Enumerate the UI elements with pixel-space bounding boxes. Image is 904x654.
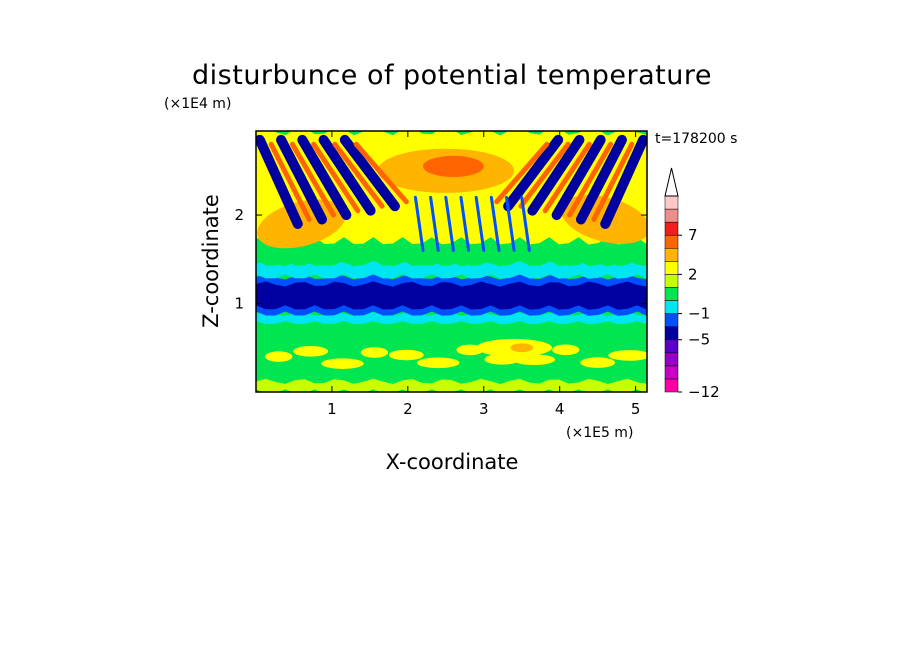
field-wave-right-warm [542,141,592,214]
field-wave-right-warm [591,141,635,222]
colorbar-tick-label: 7 [688,226,698,244]
y-axis: 12 [234,206,647,313]
field-band-surface [256,378,647,392]
field-wave-left-warm [311,141,361,214]
field-band-cyan-upper [256,261,647,279]
field-wave-center [413,195,425,252]
field-band-cyan-lower [256,312,647,325]
x-unit-label: (×1E5 m) [566,425,633,441]
time-label: t=178200 s [655,131,737,147]
field-wave-center [444,195,455,252]
colorbar-swatch [664,234,679,249]
colorbar-swatch [664,339,679,354]
x-axis-label: X-coordinate [386,450,519,474]
colorbar-swatch [664,208,679,223]
field-patch-low [512,354,556,365]
field-wave-left-warm [332,141,385,209]
field-patch-low [321,358,364,369]
colorbar-swatch [664,300,679,314]
y-tick-label: 2 [234,206,244,224]
colorbar-extend-arrow [664,167,679,197]
field-wave-center [489,195,501,252]
field-band-green-mid [256,321,647,339]
y-axis-label: Z-coordinate [199,194,223,328]
colorbar-tick-label: −5 [688,331,710,349]
colorbar-tick-label: 2 [688,265,698,283]
colorbar-swatch [664,221,679,236]
field-wave-right [600,134,647,229]
field-wave-left [318,134,376,216]
field-wave-right [551,134,606,221]
field-patch-low [552,344,580,356]
colorbar-tick-label: −12 [688,383,720,401]
field-patch-low [580,357,616,368]
field-warm-core [423,155,484,178]
field-wave-left [256,134,303,229]
field-patch-low [265,351,293,362]
colorbar-tick-label: −1 [688,305,710,323]
x-tick-label: 2 [403,400,413,418]
field-layers [256,131,647,392]
colorbar: −12−5−127 [664,167,720,401]
field-patch-low-core [510,343,534,353]
colorbar-swatch [664,326,679,340]
x-tick-label: 1 [327,400,337,418]
plot-area [256,131,647,392]
field-wave-right [503,134,564,212]
field-wave-right-warm [518,141,571,209]
colorbar-swatch [664,274,679,288]
x-axis: 1 2 3 4 5 [327,131,640,418]
plot-frame [255,130,648,393]
field-patch-low [484,354,520,365]
field-wave-center [505,195,516,252]
field-wave-right [527,134,585,216]
colorbar-swatch [664,195,679,210]
field-wave-left [339,134,400,212]
x-tick-label: 3 [479,400,489,418]
field-wave-right-warm [567,141,614,218]
field-wave-left [297,134,352,221]
x-tick-label: 4 [555,400,565,418]
field-patch-low [416,357,460,369]
field-wave-left-warm [289,141,336,218]
field-wave-left-warm [268,141,312,222]
field-patch-low [388,349,424,361]
field-wave-center [474,195,486,252]
colorbar-swatch [664,313,679,327]
x-tick-label: 5 [631,400,641,418]
colorbar-swatch [664,248,679,262]
field-patch-low [360,347,389,358]
chart-title: disturbunce of potential temperature [192,60,712,91]
field-wave-right [575,134,627,225]
field-wave-center [459,195,471,252]
field-band-green-upper [256,238,647,267]
field-patch-low [293,346,329,357]
field-wave-left [276,134,328,225]
field-wave-left-warm [353,141,409,205]
colorbar-swatch [664,352,679,367]
colorbar-swatch [664,261,679,275]
field-wave-center [520,195,531,252]
y-unit-label: (×1E4 m) [164,96,231,112]
field-patch-low [608,350,647,361]
colorbar-swatch [664,287,679,301]
colorbar-swatch [664,365,679,380]
y-tick-label: 1 [234,295,244,313]
field-wave-right-warm [494,141,550,205]
field-band-navy [256,281,647,310]
colorbar-swatch [664,378,679,393]
field-wave-center [429,195,440,252]
